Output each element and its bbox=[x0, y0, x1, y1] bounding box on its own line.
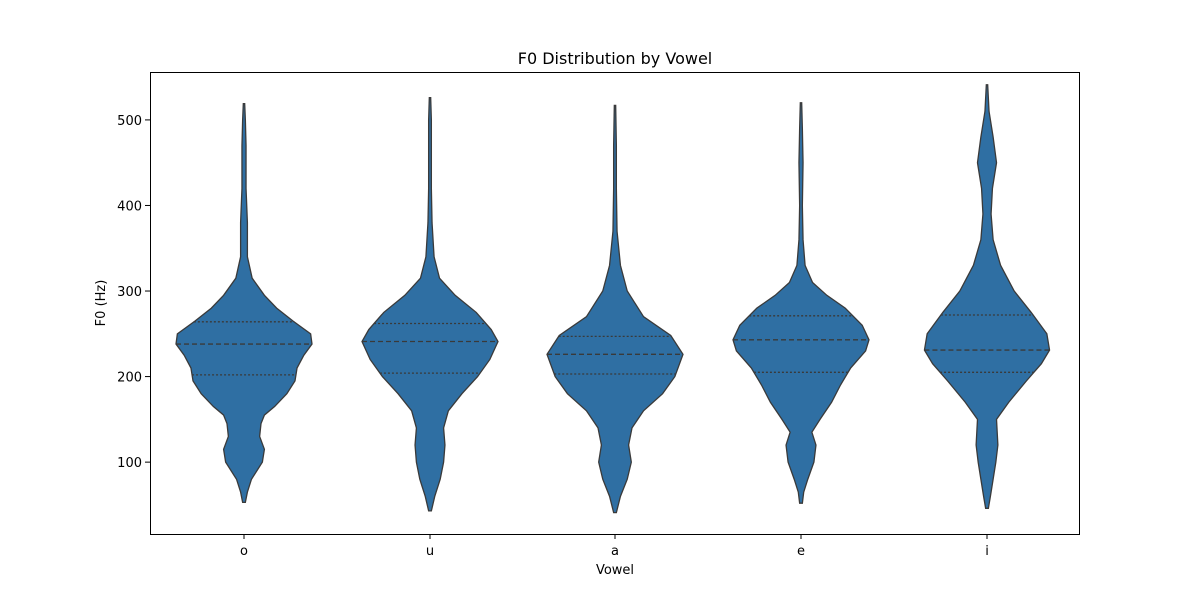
x-axis-label: Vowel bbox=[596, 563, 634, 578]
x-tick-label-a: a bbox=[611, 544, 619, 559]
violin-body-a bbox=[546, 104, 684, 514]
y-tick-label-400: 400 bbox=[117, 199, 142, 214]
x-tick-label-o: o bbox=[240, 544, 248, 559]
violins-layer bbox=[175, 84, 1051, 514]
plot-frame bbox=[150, 72, 1080, 535]
violin-body-o bbox=[175, 103, 313, 503]
chart-title: F0 Distribution by Vowel bbox=[518, 49, 712, 68]
violin-e bbox=[732, 102, 870, 504]
y-tick-label-100: 100 bbox=[117, 456, 142, 471]
y-tick-label-500: 500 bbox=[117, 114, 142, 129]
x-tick-label-u: u bbox=[426, 544, 434, 559]
x-tick-label-i: i bbox=[985, 544, 989, 559]
violin-o bbox=[175, 103, 313, 503]
y-tick-label-300: 300 bbox=[117, 285, 142, 300]
violin-a bbox=[546, 104, 684, 514]
violin-body-i bbox=[923, 84, 1051, 509]
y-tick-label-200: 200 bbox=[117, 371, 142, 386]
violin-body-e bbox=[732, 102, 870, 504]
x-tick-label-e: e bbox=[797, 544, 805, 559]
y-axis: 100 200 300 400 500 bbox=[117, 114, 150, 471]
violin-i bbox=[923, 84, 1051, 509]
violin-u bbox=[361, 97, 499, 512]
violin-body-u bbox=[361, 97, 499, 512]
y-axis-label: F0 (Hz) bbox=[94, 280, 109, 327]
